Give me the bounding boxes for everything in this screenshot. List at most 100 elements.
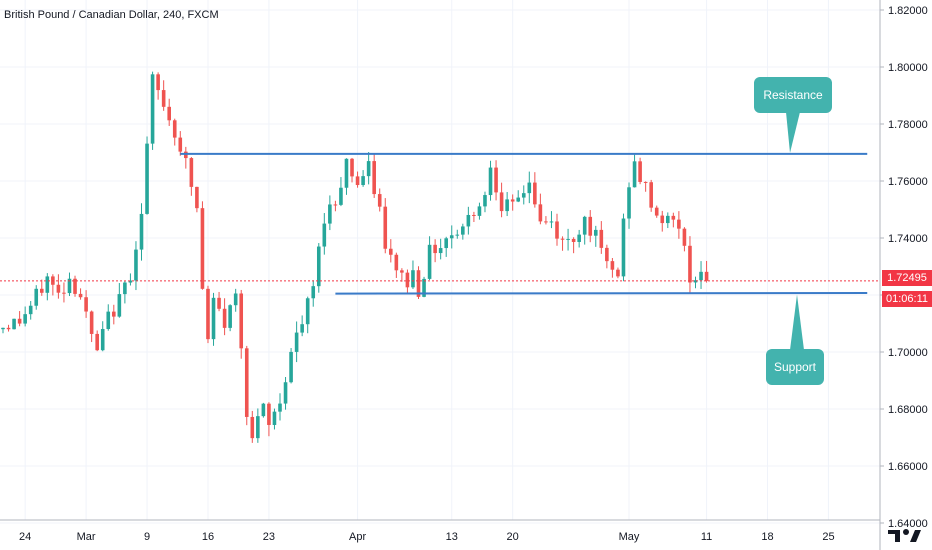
candle-body xyxy=(433,244,437,254)
resistance-label: Resistance xyxy=(763,88,823,102)
candle-body xyxy=(1,327,5,330)
candle-body xyxy=(84,297,88,312)
candle-body xyxy=(178,137,183,152)
candle-body xyxy=(311,286,316,299)
price-tick-label: 1.82000 xyxy=(888,5,928,17)
time-axis[interactable]: 24 Mar 9 16 23 Apr 13 20 May 11 18 25 xyxy=(0,519,880,543)
support-callout[interactable]: Support xyxy=(766,349,824,385)
candle-body xyxy=(161,90,166,107)
candle-body xyxy=(394,254,399,271)
candle-body xyxy=(538,204,543,222)
chart-title: British Pound / Canadian Dollar, 240, FX… xyxy=(4,9,219,21)
resistance-callout-pointer xyxy=(786,112,800,153)
time-tick-label: May xyxy=(619,531,640,543)
time-tick-label: 13 xyxy=(446,531,458,543)
candle-body xyxy=(699,271,703,281)
candle-body xyxy=(366,161,371,177)
candle-body xyxy=(34,288,39,306)
candle-body xyxy=(73,278,77,294)
candle-body xyxy=(605,247,609,262)
candle-body xyxy=(23,314,27,324)
candle-body xyxy=(294,332,299,352)
candle-body xyxy=(322,223,327,247)
candle-body xyxy=(621,218,626,277)
time-tick-label: 11 xyxy=(701,531,712,543)
candle-body xyxy=(106,311,111,329)
candle-body xyxy=(206,288,210,340)
candle-body xyxy=(372,161,376,195)
bar-countdown-tag: 01:06:11 xyxy=(882,291,932,307)
resistance-callout[interactable]: Resistance xyxy=(754,77,832,113)
candle-body xyxy=(455,234,460,236)
candle-body xyxy=(150,74,155,144)
candle-body xyxy=(56,284,61,293)
price-tick-label: 1.80000 xyxy=(888,62,928,74)
support-line[interactable] xyxy=(335,292,868,295)
candle-body xyxy=(100,328,105,351)
price-tick-label: 1.64000 xyxy=(888,518,928,530)
candlestick-series xyxy=(1,71,709,443)
candle-body xyxy=(211,297,216,340)
candle-body xyxy=(427,244,432,279)
candle-body xyxy=(112,311,116,317)
candle-body xyxy=(222,308,227,328)
candle-body xyxy=(355,176,360,186)
candle-body xyxy=(17,318,22,324)
candle-body xyxy=(654,207,659,216)
tradingview-logo-icon[interactable] xyxy=(884,524,924,546)
candle-body xyxy=(483,195,487,207)
candle-body xyxy=(422,278,426,297)
candle-body xyxy=(156,74,160,91)
candle-body xyxy=(45,276,50,293)
candle-body xyxy=(239,293,244,349)
candle-body xyxy=(350,158,354,177)
time-tick-label: 16 xyxy=(202,531,214,543)
candle-body xyxy=(389,248,393,255)
candle-body xyxy=(588,216,593,236)
price-tick-label: 1.76000 xyxy=(888,176,928,188)
candle-body xyxy=(134,249,138,281)
candle-body xyxy=(200,208,205,289)
price-tick-label: 1.68000 xyxy=(888,404,928,416)
candle-body xyxy=(195,186,199,209)
candle-body xyxy=(145,143,149,214)
price-tick-label: 1.74000 xyxy=(888,233,928,245)
candle-body xyxy=(499,192,504,212)
candle-body xyxy=(283,382,288,404)
candle-body xyxy=(405,272,410,288)
candle-body xyxy=(505,199,509,212)
candle-body xyxy=(560,238,565,240)
candle-body xyxy=(78,293,83,298)
candle-body xyxy=(89,311,94,334)
candle-body xyxy=(305,298,310,325)
candle-body xyxy=(383,206,388,249)
time-tick-label: 9 xyxy=(144,531,150,543)
candle-body xyxy=(593,229,598,236)
candle-body xyxy=(28,305,33,315)
candle-body xyxy=(638,161,642,182)
candle-body xyxy=(400,270,404,273)
candle-body xyxy=(117,294,122,317)
chart-grid xyxy=(0,0,880,524)
candle-body xyxy=(300,324,304,333)
candle-body xyxy=(139,213,144,250)
candle-body xyxy=(544,221,548,223)
candle-body xyxy=(438,248,443,254)
candle-body xyxy=(671,215,676,220)
candle-body xyxy=(228,305,232,328)
candle-body xyxy=(272,411,277,425)
candle-body xyxy=(172,120,177,138)
support-resistance-lines xyxy=(0,112,880,350)
candle-body xyxy=(616,269,620,277)
candle-body xyxy=(693,280,698,283)
candle-body xyxy=(632,161,637,188)
candle-body xyxy=(339,187,343,205)
candle-body xyxy=(62,292,66,294)
candle-body xyxy=(333,204,338,206)
candle-body xyxy=(344,158,349,188)
support-callout-pointer xyxy=(790,294,804,350)
time-tick-label: 23 xyxy=(263,531,275,543)
last-price-tag: 1.72495 xyxy=(882,270,932,286)
candle-body xyxy=(582,216,587,235)
